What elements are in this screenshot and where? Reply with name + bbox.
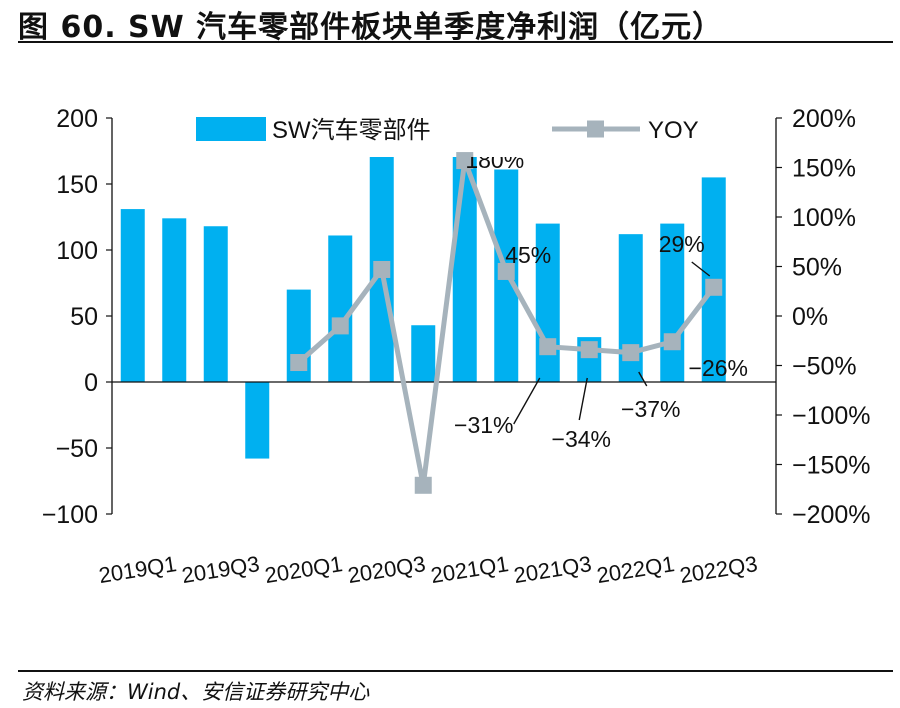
yoy-line-series xyxy=(290,152,723,494)
left-tick-label: 100 xyxy=(56,237,98,265)
annotation-label: 45% xyxy=(505,242,551,268)
x-tick-label: 2020Q1 xyxy=(263,551,344,588)
left-tick-label: 150 xyxy=(56,171,98,199)
annotation-label: −34% xyxy=(552,426,611,452)
footer-divider xyxy=(18,670,893,672)
x-tick-label: 2020Q3 xyxy=(346,551,427,588)
legend-bar-swatch xyxy=(196,117,266,141)
bar-2019Q1 xyxy=(120,209,145,382)
left-tick-label: 50 xyxy=(70,303,98,331)
annotation-label: 180% xyxy=(465,147,524,173)
bar-2020Q2 xyxy=(328,235,353,382)
yoy-marker-2022Q1 xyxy=(622,344,640,362)
right-tick-label: −50% xyxy=(792,353,857,381)
x-tick-label: 2019Q1 xyxy=(97,551,178,588)
left-tick-label: 200 xyxy=(56,105,98,133)
left-tick-label: −50 xyxy=(56,435,98,463)
yoy-marker-2021Q3 xyxy=(539,338,557,356)
annotation-leader xyxy=(513,377,541,425)
right-tick-label: 100% xyxy=(792,204,856,232)
legend: SW汽车零部件 YOY xyxy=(196,117,699,144)
bar-2021Q3 xyxy=(535,223,560,382)
right-tick-label: 200% xyxy=(792,105,856,133)
x-tick-label: 2021Q3 xyxy=(512,551,593,588)
annotation-leader xyxy=(691,261,711,277)
yoy-marker-2021Q2 xyxy=(497,262,515,280)
x-tick-label: 2019Q3 xyxy=(180,551,261,588)
annotation-label: 29% xyxy=(659,231,705,257)
annotation-leader xyxy=(638,371,648,387)
right-tick-label: −150% xyxy=(792,452,871,480)
title-divider xyxy=(18,41,893,43)
x-tick-label: 2022Q1 xyxy=(595,551,676,588)
source-note: 资料来源：Wind、安信证券研究中心 xyxy=(22,680,370,704)
net-profit-chart: 200 150 100 50 0 −50 −100 200% 150% 100% 50% 0% −50%… xyxy=(42,105,871,588)
annotations: 180% 45% −31% −34% −37% −26% 29% xyxy=(454,147,748,452)
yoy-marker-2021Q1 xyxy=(456,152,474,170)
yoy-marker-2020Q3 xyxy=(373,260,391,278)
x-tick-label: 2022Q3 xyxy=(678,551,759,588)
bar-2020Q4 xyxy=(411,325,436,382)
legend-line-label: YOY xyxy=(648,117,699,144)
right-tick-label: −200% xyxy=(792,501,871,529)
bar-2021Q1 xyxy=(452,157,477,382)
right-tick-label: 50% xyxy=(792,254,842,282)
yoy-marker-2021Q4 xyxy=(580,341,598,359)
right-tick-label: 0% xyxy=(792,303,828,331)
bar-2022Q2 xyxy=(660,223,685,382)
right-tick-label: 150% xyxy=(792,155,856,183)
yoy-marker-2020Q4 xyxy=(414,476,432,494)
yoy-marker-2020Q1 xyxy=(290,354,308,372)
yoy-marker-2020Q2 xyxy=(331,317,349,335)
page-title: 图 60. SW 汽车零部件板块单季度净利润（亿元） xyxy=(18,10,724,45)
legend-bar-label: SW汽车零部件 xyxy=(272,117,431,144)
yoy-marker-2022Q2 xyxy=(663,333,681,351)
annotation-leader xyxy=(578,377,588,421)
right-tick-label: −100% xyxy=(792,402,871,430)
x-tick-label: 2021Q1 xyxy=(429,551,510,588)
bar-2019Q3 xyxy=(203,226,228,382)
bar-2019Q4 xyxy=(245,382,270,459)
legend-line-marker xyxy=(587,120,604,138)
left-tick-label: −100 xyxy=(42,501,98,529)
yoy-marker-2022Q3 xyxy=(705,278,723,296)
annotation-label: −31% xyxy=(454,412,513,438)
bar-2019Q2 xyxy=(162,218,187,382)
annotation-label: −37% xyxy=(621,396,680,422)
annotation-label: −26% xyxy=(689,355,748,381)
left-tick-label: 0 xyxy=(84,369,98,397)
